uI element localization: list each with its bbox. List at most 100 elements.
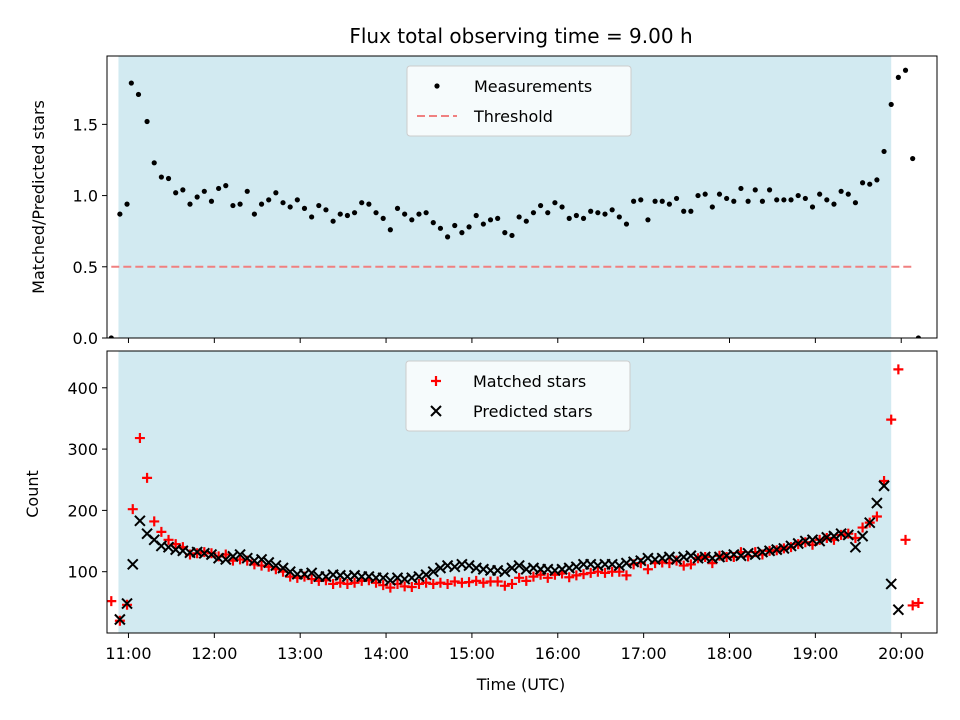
measurement-point (294, 197, 300, 203)
matched-star-point (913, 597, 924, 608)
predicted-star-point (506, 562, 518, 574)
measurement-point (681, 208, 687, 214)
measurement-point (165, 175, 172, 182)
matched-star-point (907, 600, 918, 611)
matched-star-point (385, 582, 396, 593)
matched-star-point (471, 575, 482, 586)
measurement-point (409, 217, 415, 223)
legend-label: Measurements (474, 77, 592, 96)
measurement-point (258, 201, 265, 207)
predicted-star-point (749, 548, 761, 561)
matched-star-point (349, 577, 360, 588)
measurement-point (344, 212, 351, 219)
measurement-point (480, 221, 486, 227)
measurement-point (180, 187, 186, 193)
bottom-y-axis-label: Count (23, 470, 42, 518)
x-tick-label: 14:00 (363, 644, 409, 663)
matched-star-point (585, 567, 596, 578)
matched-star-point (685, 559, 696, 570)
measurement-point (623, 221, 630, 227)
measurement-point (473, 212, 479, 219)
measurement-point (459, 230, 465, 236)
matched-star-point (335, 577, 346, 588)
matched-star-point (600, 567, 610, 578)
measurement-point (895, 74, 901, 80)
matched-star-point (571, 570, 582, 581)
matched-star-point (406, 582, 417, 593)
measurement-point (580, 215, 587, 221)
measurement-point (752, 187, 758, 193)
x-tick-label: 16:00 (535, 644, 581, 663)
measurement-point (745, 198, 751, 204)
measurement-point (766, 187, 773, 193)
measurement-point (888, 101, 894, 108)
measurement-point (194, 194, 200, 200)
measurement-point (452, 222, 458, 229)
measurement-point (802, 195, 808, 202)
measurement-point (695, 192, 701, 199)
measurement-point (128, 80, 134, 86)
predicted-star-point (878, 480, 890, 492)
predicted-star-point (864, 516, 876, 529)
measurement-point (523, 218, 529, 224)
measurement-point (135, 91, 142, 98)
measurement-point (144, 118, 150, 125)
predicted-star-point (384, 574, 397, 586)
measurement-point (867, 181, 873, 187)
predicted-star-point (205, 548, 218, 561)
measurement-point (824, 197, 830, 203)
legend-label: Threshold (473, 107, 553, 126)
measurement-point (788, 197, 794, 203)
measurement-point (273, 190, 279, 196)
measurement-point (387, 227, 393, 233)
measurement-point (216, 185, 222, 192)
predicted-star-point (885, 578, 897, 590)
predicted-star-point (377, 572, 389, 584)
matched-star-point (449, 576, 460, 587)
matched-star-point (514, 572, 525, 583)
measurement-point (809, 204, 816, 210)
bottom-legend: Matched stars Predicted stars (405, 360, 631, 432)
measurement-point (602, 211, 608, 217)
measurement-point (316, 202, 322, 209)
measurement-point (552, 200, 558, 206)
measurement-point (509, 232, 515, 239)
x-tick-label: 20:00 (878, 644, 924, 663)
measurement-point (187, 201, 193, 207)
measurement-point (838, 188, 844, 194)
measurement-point (309, 214, 315, 220)
predicted-star-point (871, 497, 883, 509)
measurement-point (859, 180, 866, 186)
matched-star-point (879, 475, 890, 486)
predicted-star-point (813, 535, 826, 547)
matched-star-point (535, 569, 546, 580)
predicted-star-point (856, 530, 869, 542)
measurement-point (559, 204, 565, 210)
predicted-star-point (255, 553, 268, 566)
predicted-star-point (635, 554, 647, 567)
top-y-tick-label: 1.0 (73, 187, 98, 206)
predicted-star-point (685, 550, 697, 562)
measurement-point (351, 210, 358, 216)
measurement-point (208, 198, 215, 204)
matched-star-point (142, 472, 153, 483)
predicted-star-point (127, 558, 139, 571)
measurement-point (380, 215, 386, 221)
matched-star-point (464, 577, 475, 588)
measurement-point (251, 211, 257, 217)
measurement-point (117, 211, 123, 217)
top-y-axis-label: Matched/Predicted stars (29, 100, 48, 294)
predicted-star-point (305, 567, 318, 579)
matched-star-point (592, 566, 603, 577)
measurement-point (595, 210, 601, 216)
top-legend: Measurements Threshold (406, 65, 632, 137)
predicted-star-point (134, 515, 146, 527)
matched-star-point (163, 534, 174, 545)
measurement-point (394, 205, 401, 211)
predicted-star-point (277, 562, 289, 574)
measurement-point (158, 174, 164, 180)
measurement-point (545, 210, 551, 216)
matched-star-point (614, 566, 625, 577)
